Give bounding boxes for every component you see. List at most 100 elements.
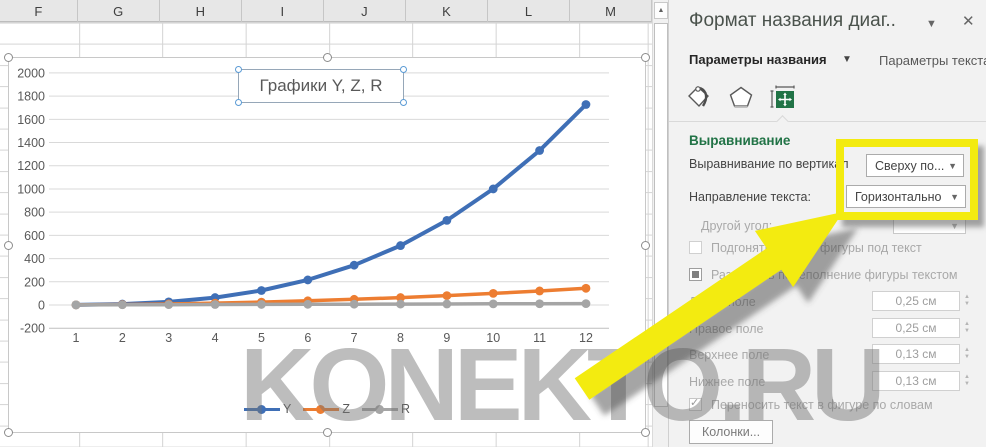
effects-icon[interactable] — [727, 84, 755, 110]
chart-resize-handle-icon[interactable] — [4, 241, 13, 250]
vertical-alignment-label: Выравнивание по вертикал — [689, 157, 849, 171]
right-margin-value: 0,25 см — [895, 321, 937, 335]
allow-overflow-checkbox[interactable] — [689, 268, 702, 281]
chevron-down-icon: ▼ — [950, 220, 959, 231]
left-margin-input[interactable]: 0,25 см — [872, 291, 960, 311]
title-handle-icon[interactable] — [235, 66, 242, 73]
svg-text:6: 6 — [304, 331, 311, 345]
custom-angle-label: Другой угол: — [701, 219, 773, 233]
chart-resize-handle-icon[interactable] — [323, 428, 332, 437]
chevron-down-icon: ▼ — [950, 191, 959, 202]
legend-item-R[interactable]: R — [361, 402, 410, 416]
vertical-scrollbar[interactable]: ▲ — [652, 0, 668, 447]
svg-text:2000: 2000 — [17, 66, 45, 80]
right-margin-stepper[interactable]: ▲ ▼ — [964, 321, 970, 334]
svg-text:8: 8 — [397, 331, 404, 345]
title-handle-icon[interactable] — [400, 66, 407, 73]
text-direction-label: Направление текста: — [689, 190, 811, 204]
wrap-text-checkbox[interactable]: ✓ — [689, 397, 702, 411]
left-margin-stepper[interactable]: ▲ ▼ — [964, 294, 970, 307]
chart-resize-handle-icon[interactable] — [4, 53, 13, 62]
svg-text:0: 0 — [38, 299, 45, 313]
resize-shape-checkbox[interactable] — [689, 241, 702, 254]
legend-marker-icon — [361, 404, 398, 414]
check-icon: ✓ — [690, 397, 700, 409]
selected-tab-notch — [776, 115, 789, 128]
column-header-F[interactable]: F — [0, 0, 78, 22]
svg-text:1600: 1600 — [17, 113, 45, 127]
svg-text:800: 800 — [24, 206, 45, 220]
svg-text:1400: 1400 — [17, 136, 45, 150]
title-handle-icon[interactable] — [235, 99, 242, 106]
svg-text:600: 600 — [24, 229, 45, 243]
top-margin-label: Верхнее поле — [689, 348, 770, 362]
svg-text:400: 400 — [24, 252, 45, 266]
svg-text:9: 9 — [443, 331, 450, 345]
text-direction-value: Горизонтально — [855, 189, 942, 204]
vertical-alignment-value: Сверху по... — [875, 158, 945, 173]
column-header-L[interactable]: L — [488, 0, 570, 22]
chart-title-textbox[interactable]: Графики Y, Z, R — [235, 66, 407, 106]
legend-marker-icon — [303, 404, 340, 414]
legend-item-Z[interactable]: Z — [303, 402, 350, 416]
top-margin-stepper[interactable]: ▲ ▼ — [964, 347, 970, 360]
allow-overflow-label: Разрешить переполнение фигуры текстом — [711, 268, 958, 282]
column-header-M[interactable]: M — [570, 0, 653, 22]
svg-text:-200: -200 — [20, 322, 45, 336]
legend-label: Y — [282, 402, 292, 416]
tab-title-options[interactable]: Параметры названия — [689, 52, 827, 67]
tab-caret-icon[interactable]: ▼ — [842, 54, 852, 65]
size-properties-icon[interactable] — [769, 84, 797, 110]
svg-text:1800: 1800 — [17, 90, 45, 104]
legend-marker-icon — [243, 404, 280, 414]
svg-text:5: 5 — [258, 331, 265, 345]
format-task-pane: Формат названия диаг.. ▼ ✕ Параметры наз… — [668, 0, 986, 447]
column-header-J[interactable]: J — [324, 0, 406, 22]
scroll-up-button[interactable]: ▲ — [654, 2, 668, 19]
chart-resize-handle-icon[interactable] — [323, 53, 332, 62]
chart-resize-handle-icon[interactable] — [641, 53, 650, 62]
chart-resize-handle-icon[interactable] — [641, 241, 650, 250]
vertical-alignment-dropdown[interactable]: Сверху по... ▼ — [866, 154, 964, 177]
close-icon[interactable]: ✕ — [962, 13, 975, 30]
chevron-down-icon: ▼ — [948, 160, 957, 171]
scroll-up-icon: ▲ — [657, 7, 665, 14]
svg-text:12: 12 — [579, 331, 593, 345]
fill-line-icon[interactable] — [685, 84, 713, 110]
column-header-H[interactable]: H — [160, 0, 242, 22]
highlight-rectangle — [836, 139, 978, 220]
column-header-K[interactable]: K — [406, 0, 488, 22]
columns-button[interactable]: Колонки... — [689, 420, 774, 444]
title-handle-icon[interactable] — [400, 99, 407, 106]
top-margin-input[interactable]: 0,13 см — [872, 344, 960, 364]
chart-resize-handle-icon[interactable] — [4, 428, 13, 437]
scrollbar-thumb[interactable] — [654, 23, 668, 407]
svg-text:3: 3 — [165, 331, 172, 345]
text-direction-dropdown[interactable]: Горизонтально ▼ — [846, 185, 966, 208]
svg-text:1: 1 — [73, 331, 80, 345]
resize-shape-label: Подгонять размер фигуры под текст — [711, 241, 922, 255]
bottom-margin-stepper[interactable]: ▲ ▼ — [964, 374, 970, 387]
chart-object[interactable]: 2000 1800 1600 1400 1200 1000 800 600 400 200 0 -20… — [4, 53, 650, 437]
svg-text:7: 7 — [351, 331, 358, 345]
column-header-G[interactable]: G — [78, 0, 160, 22]
svg-text:2: 2 — [119, 331, 126, 345]
pane-title: Формат названия диаг.. — [689, 10, 896, 31]
bottom-margin-input[interactable]: 0,13 см — [872, 371, 960, 391]
legend-item-Y[interactable]: Y — [243, 402, 292, 416]
right-margin-input[interactable]: 0,25 см — [872, 318, 960, 338]
legend-label: R — [400, 402, 410, 416]
bottom-margin-value: 0,13 см — [895, 374, 937, 388]
tab-text-options[interactable]: Параметры текста — [879, 53, 986, 68]
legend-label: Z — [342, 402, 350, 416]
plot-area: 2000180016001400120010008006004002000-20… — [17, 66, 609, 345]
chart-title: Графики Y, Z, R — [259, 76, 383, 95]
pane-menu-caret-icon[interactable]: ▼ — [926, 18, 937, 30]
column-header-I[interactable]: I — [242, 0, 324, 22]
left-margin-value: 0,25 см — [895, 294, 937, 308]
divider — [669, 121, 986, 122]
svg-text:200: 200 — [24, 275, 45, 289]
chart-resize-handle-icon[interactable] — [641, 428, 650, 437]
